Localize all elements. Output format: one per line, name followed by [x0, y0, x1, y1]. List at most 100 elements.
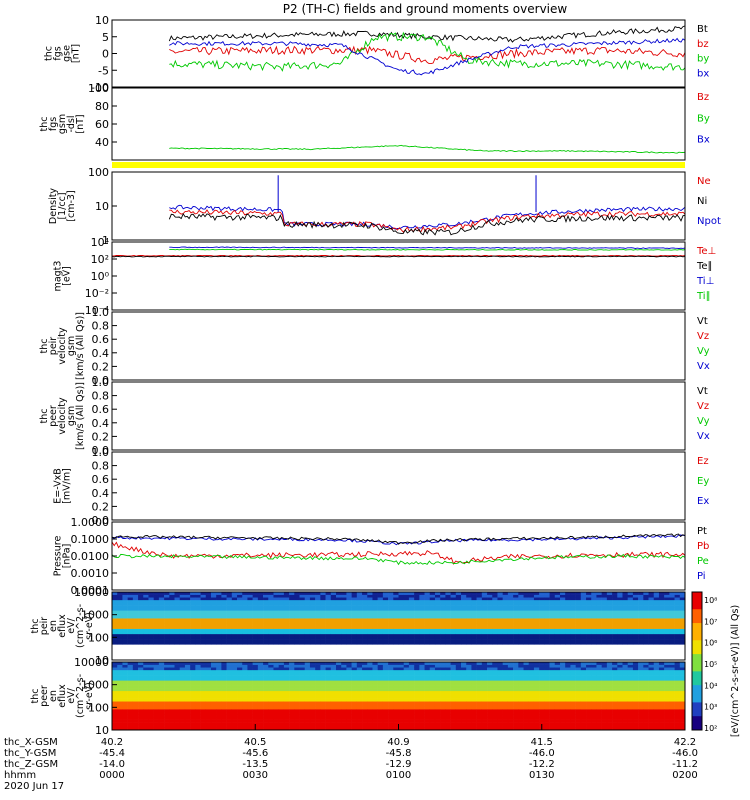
- heatmap-cell: [487, 693, 493, 697]
- heatmap-cell: [408, 599, 415, 603]
- heatmap-cell: [612, 724, 618, 728]
- heatmap-cell: [492, 696, 498, 699]
- heatmap-cell: [257, 620, 264, 624]
- heatmap-cell: [565, 680, 571, 684]
- heatmap-cell: [450, 672, 457, 676]
- heatmap-cell: [351, 628, 358, 632]
- heatmap-cell: [283, 639, 290, 642]
- heatmap-cell: [606, 602, 613, 606]
- heatmap-cell: [596, 709, 602, 712]
- heatmap-cell: [565, 667, 571, 671]
- heatmap-cell: [450, 696, 457, 699]
- heatmap-cell: [518, 636, 524, 640]
- heatmap-cell: [638, 620, 644, 624]
- heatmap-cell: [299, 696, 306, 699]
- heatmap-cell: [200, 696, 207, 699]
- heatmap-cell: [143, 724, 149, 728]
- heatmap-cell: [195, 636, 201, 640]
- heatmap-cell: [309, 701, 316, 705]
- heatmap-cell: [184, 633, 191, 637]
- heatmap-cell: [351, 618, 358, 622]
- heatmap-cell: [492, 722, 498, 726]
- heatmap-cell: [216, 612, 222, 616]
- heatmap-cell: [502, 706, 509, 710]
- heatmap-cell: [221, 714, 227, 718]
- heatmap-cell: [445, 599, 451, 603]
- heatmap-cell: [143, 626, 149, 629]
- heatmap-cell: [117, 677, 123, 681]
- heatmap-cell: [471, 607, 477, 611]
- heatmap-cell: [445, 610, 451, 614]
- heatmap-cell: [351, 594, 358, 598]
- heatmap-cell: [320, 623, 326, 627]
- heatmap-cell: [252, 696, 259, 699]
- heatmap-cell: [299, 703, 306, 707]
- heatmap-cell: [643, 628, 649, 632]
- heatmap-cell: [200, 693, 207, 697]
- heatmap-cell: [351, 693, 358, 697]
- heatmap-cell: [596, 722, 602, 726]
- heatmap-cell: [440, 672, 446, 676]
- heatmap-cell: [210, 667, 217, 671]
- y-tick-label: 40: [95, 136, 109, 149]
- heatmap-cell: [237, 610, 243, 614]
- heatmap-cell: [273, 701, 279, 705]
- heatmap-cell: [393, 682, 399, 686]
- heatmap-cell: [455, 716, 462, 720]
- heatmap-cell: [461, 690, 467, 694]
- heatmap-cell: [612, 672, 618, 676]
- heatmap-cell: [148, 597, 154, 601]
- heatmap-cell: [617, 669, 623, 673]
- heatmap-cell: [533, 620, 540, 624]
- heatmap-cell: [497, 607, 503, 611]
- heatmap-cell: [289, 716, 295, 720]
- heatmap-cell: [674, 607, 681, 611]
- heatmap-cell: [398, 620, 405, 624]
- heatmap-cell: [393, 618, 399, 622]
- heatmap-cell: [466, 633, 472, 637]
- heatmap-cell: [356, 703, 363, 707]
- heatmap-cell: [679, 620, 686, 624]
- heatmap-cell: [622, 607, 628, 611]
- heatmap-cell: [200, 685, 207, 689]
- heatmap-cell: [294, 639, 300, 642]
- heatmap-cell: [320, 722, 326, 726]
- heatmap-cell: [539, 594, 545, 598]
- heatmap-cell: [419, 711, 425, 715]
- heatmap-cell: [403, 639, 410, 642]
- heatmap-cell: [398, 701, 405, 705]
- heatmap-cell: [263, 602, 269, 606]
- heatmap-cell: [112, 641, 118, 645]
- heatmap-cell: [533, 703, 540, 707]
- heatmap-cell: [226, 701, 233, 705]
- heatmap-cell: [450, 703, 457, 707]
- heatmap-cell: [164, 682, 170, 686]
- heatmap-cell: [544, 711, 550, 715]
- heatmap-cell: [591, 662, 597, 665]
- heatmap-cell: [429, 716, 436, 720]
- heatmap-cell: [164, 703, 170, 707]
- heatmap-cell: [184, 623, 191, 627]
- heatmap-cell: [507, 615, 514, 619]
- heatmap-cell: [221, 709, 227, 712]
- heatmap-cell: [117, 641, 123, 645]
- heatmap-cell: [403, 615, 410, 619]
- heatmap-cell: [330, 698, 337, 702]
- heatmap-cell: [466, 680, 472, 684]
- heatmap-cell: [216, 675, 222, 678]
- heatmap-cell: [179, 607, 186, 611]
- heatmap-cell: [539, 664, 545, 668]
- heatmap-cell: [601, 685, 608, 689]
- heatmap-cell: [549, 714, 556, 718]
- heatmap-cell: [122, 727, 128, 731]
- legend-pt: Pt: [697, 526, 707, 537]
- heatmap-cell: [565, 594, 571, 598]
- y-label-line: fgs: [48, 117, 59, 131]
- heatmap-cell: [606, 675, 613, 678]
- heatmap-cell: [341, 662, 347, 665]
- heatmap-cell: [601, 626, 608, 629]
- heatmap-cell: [148, 602, 154, 606]
- heatmap-cell: [205, 612, 212, 616]
- heatmap-cell: [440, 615, 446, 619]
- heatmap-cell: [586, 677, 592, 681]
